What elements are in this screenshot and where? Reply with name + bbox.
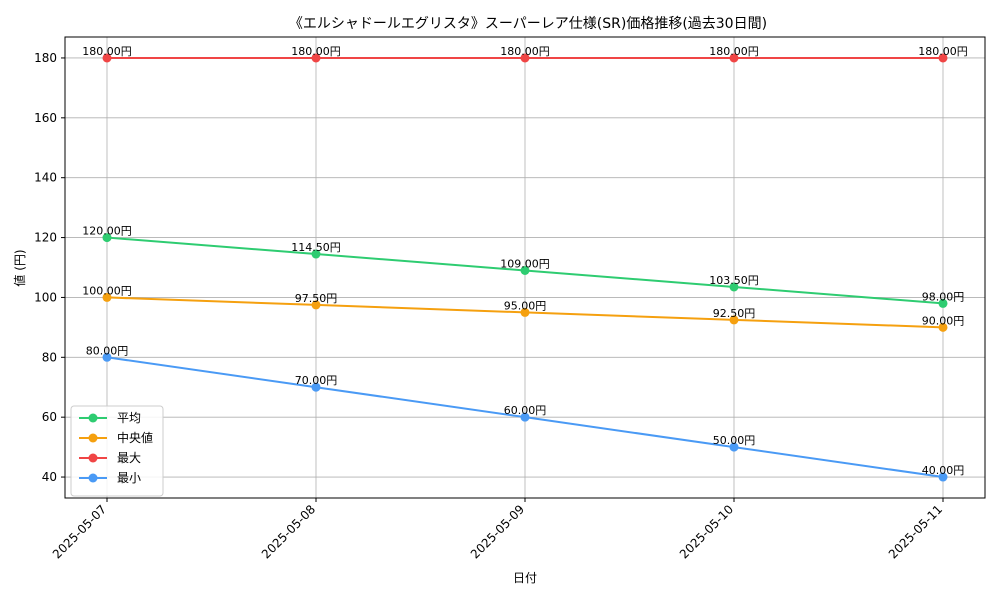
grid <box>65 37 985 498</box>
legend-swatch-marker <box>88 413 98 423</box>
data-label: 114.50円 <box>291 241 341 254</box>
legend-box <box>70 405 164 497</box>
data-label: 180.00円 <box>291 45 341 58</box>
series-group <box>102 53 948 482</box>
legend-swatch-marker <box>88 473 98 483</box>
data-label: 180.00円 <box>918 45 968 58</box>
legend-label: 最小 <box>117 471 141 485</box>
data-label: 70.00円 <box>295 374 338 387</box>
data-labels: 120.00円 114.50円 109.00円 103.50円 98.00円 100.00… <box>82 45 968 477</box>
y-tick-label: 120 <box>34 231 57 245</box>
data-point <box>938 472 948 482</box>
x-tick-label: 2025-05-10 <box>677 502 736 561</box>
x-tick-label: 2025-05-08 <box>259 502 318 561</box>
data-label: 95.00円 <box>504 299 547 312</box>
data-point <box>520 412 530 422</box>
data-label: 109.00円 <box>500 257 550 270</box>
data-label: 180.00円 <box>709 45 759 58</box>
data-label: 40.00円 <box>922 464 965 477</box>
data-label: 92.50円 <box>713 307 756 320</box>
data-label: 90.00円 <box>922 314 965 327</box>
data-label: 60.00円 <box>504 404 547 417</box>
x-axis-label: 日付 <box>513 571 537 585</box>
data-point <box>729 282 739 292</box>
y-tick-label: 160 <box>34 111 57 125</box>
data-point <box>102 233 112 243</box>
data-label: 97.50円 <box>295 292 338 305</box>
legend-label: 中央値 <box>117 430 153 445</box>
data-point <box>311 300 321 310</box>
data-point <box>102 292 112 302</box>
y-tick-label: 180 <box>34 51 57 65</box>
data-point <box>520 265 530 275</box>
data-label: 180.00円 <box>82 45 132 58</box>
data-point <box>102 53 112 63</box>
legend-swatch-marker <box>88 453 98 463</box>
x-tick-label: 2025-05-09 <box>468 502 527 561</box>
data-point <box>311 53 321 63</box>
data-point <box>520 307 530 317</box>
data-point <box>938 298 948 308</box>
data-point <box>311 249 321 259</box>
x-tick-label: 2025-05-11 <box>886 502 945 561</box>
y-tick-label: 140 <box>34 171 57 185</box>
data-point <box>102 352 112 362</box>
data-point <box>311 382 321 392</box>
data-point <box>729 315 739 325</box>
y-axis-label: 値 (円) <box>12 249 27 286</box>
data-label: 50.00円 <box>713 434 756 447</box>
y-tick-label: 40 <box>42 470 57 484</box>
legend-label: 平均 <box>117 411 141 425</box>
x-axis: 2025-05-07 2025-05-08 2025-05-09 2025-05-10… <box>50 498 945 561</box>
data-label: 100.00円 <box>82 284 132 297</box>
data-point <box>729 442 739 452</box>
x-tick-label: 2025-05-07 <box>50 502 109 561</box>
data-label: 103.50円 <box>709 274 759 287</box>
legend-label: 最大 <box>117 451 141 465</box>
data-label: 120.00円 <box>82 225 132 238</box>
y-tick-label: 60 <box>42 410 57 424</box>
data-label: 180.00円 <box>500 45 550 58</box>
data-label: 80.00円 <box>86 344 129 357</box>
y-tick-label: 80 <box>42 350 57 364</box>
legend-swatch-marker <box>88 433 98 443</box>
data-point <box>938 322 948 332</box>
data-point <box>938 53 948 63</box>
data-label: 98.00円 <box>922 290 965 303</box>
chart-title: 《エルシャドールエグリスタ》スーパーレア仕様(SR)価格推移(過去30日間) <box>289 16 767 32</box>
y-axis: 40 60 80 100 120 140 160 180 <box>34 51 65 484</box>
data-point <box>520 53 530 63</box>
y-tick-label: 100 <box>34 290 57 304</box>
data-point <box>729 53 739 63</box>
